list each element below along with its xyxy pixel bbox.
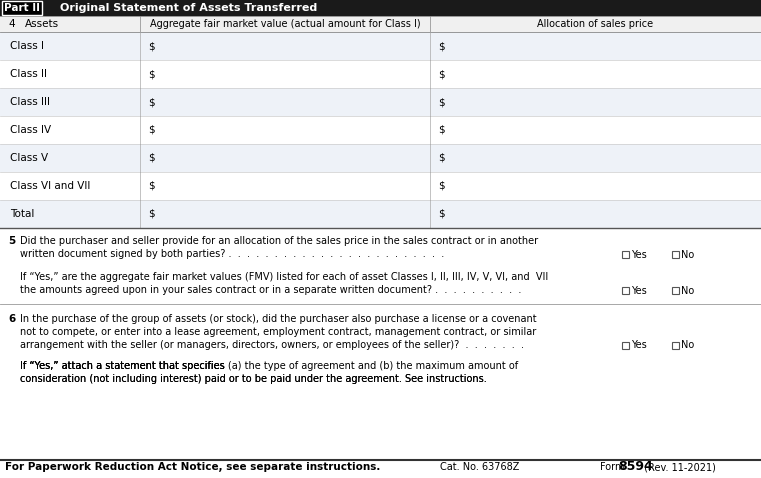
Text: Class I: Class I	[10, 41, 44, 51]
Text: Allocation of sales price: Allocation of sales price	[537, 19, 654, 29]
Text: Class IV: Class IV	[10, 125, 51, 135]
Bar	[672, 342, 679, 349]
Text: Class III: Class III	[10, 97, 50, 107]
Text: Aggregate fair market value (actual amount for Class I): Aggregate fair market value (actual amou…	[150, 19, 420, 29]
Text: Class V: Class V	[10, 153, 48, 163]
Text: Yes: Yes	[631, 340, 647, 350]
Text: Class VI and VII: Class VI and VII	[10, 181, 91, 191]
Text: Assets: Assets	[25, 19, 59, 29]
Text: Form: Form	[600, 462, 628, 472]
Text: In the purchase of the group of assets (or stock), did the purchaser also purcha: In the purchase of the group of assets (…	[20, 314, 537, 324]
Text: $: $	[148, 69, 154, 79]
Text: consideration (not including interest) paid or to be paid under the agreement. S: consideration (not including interest) p…	[20, 374, 487, 384]
Text: Original Statement of Assets Transferred: Original Statement of Assets Transferred	[60, 3, 317, 13]
Text: 8594: 8594	[618, 460, 653, 474]
Text: arrangement with the seller (or managers, directors, owners, or employees of the: arrangement with the seller (or managers…	[20, 340, 524, 350]
Text: For Paperwork Reduction Act Notice, see separate instructions.: For Paperwork Reduction Act Notice, see …	[5, 462, 380, 472]
Bar	[0, 88, 761, 116]
Text: If “Yes,” are the aggregate fair market values (FMV) listed for each of asset Cl: If “Yes,” are the aggregate fair market …	[20, 272, 548, 282]
Text: $: $	[148, 153, 154, 163]
Bar	[0, 16, 761, 32]
Text: $: $	[438, 125, 444, 135]
Text: No: No	[681, 250, 694, 260]
Bar	[672, 287, 679, 294]
Bar	[622, 287, 629, 294]
Text: 4: 4	[8, 19, 14, 29]
Bar	[0, 116, 761, 144]
Text: written document signed by both parties? .  .  .  .  .  .  .  .  .  .  .  .  .  : written document signed by both parties?…	[20, 249, 444, 259]
Bar	[0, 60, 761, 88]
Text: Class II: Class II	[10, 69, 47, 79]
Text: $: $	[438, 97, 444, 107]
Text: $: $	[148, 209, 154, 219]
Text: Part II: Part II	[4, 3, 40, 13]
Text: Total: Total	[10, 209, 34, 219]
Text: $: $	[438, 209, 444, 219]
Text: not to compete, or enter into a lease agreement, employment contract, management: not to compete, or enter into a lease ag…	[20, 327, 537, 337]
Text: Did the purchaser and seller provide for an allocation of the sales price in the: Did the purchaser and seller provide for…	[20, 236, 538, 246]
Text: (Rev. 11-2021): (Rev. 11-2021)	[641, 462, 716, 472]
Text: $: $	[438, 181, 444, 191]
Text: $: $	[438, 153, 444, 163]
Text: No: No	[681, 285, 694, 295]
Text: $: $	[148, 125, 154, 135]
Text: the amounts agreed upon in your sales contract or in a separate written document: the amounts agreed upon in your sales co…	[20, 285, 521, 295]
Bar	[0, 32, 761, 60]
Text: Cat. No. 63768Z: Cat. No. 63768Z	[441, 462, 520, 472]
Bar	[0, 200, 761, 228]
Bar	[0, 144, 761, 172]
Text: If “Yes,” attach a statement that specifies: If “Yes,” attach a statement that specif…	[20, 361, 228, 371]
Bar	[0, 172, 761, 200]
Bar	[672, 251, 679, 258]
Text: $: $	[148, 41, 154, 51]
Text: Yes: Yes	[631, 285, 647, 295]
Bar	[0, 0, 761, 16]
Text: No: No	[681, 340, 694, 350]
Text: consideration (not including interest) paid or to be paid under the agreement. S: consideration (not including interest) p…	[20, 374, 487, 384]
Text: $: $	[438, 69, 444, 79]
Text: $: $	[148, 97, 154, 107]
Text: $: $	[438, 41, 444, 51]
Text: If “Yes,” attach a statement that specifies (a) the type of agreement and (b) th: If “Yes,” attach a statement that specif…	[20, 361, 518, 371]
Text: $: $	[148, 181, 154, 191]
Bar	[622, 251, 629, 258]
Text: If “Yes,” attach a statement that specifies: If “Yes,” attach a statement that specif…	[20, 361, 228, 371]
Text: 6: 6	[8, 314, 15, 324]
Text: 5: 5	[8, 236, 15, 246]
Text: Yes: Yes	[631, 250, 647, 260]
Bar	[622, 342, 629, 349]
